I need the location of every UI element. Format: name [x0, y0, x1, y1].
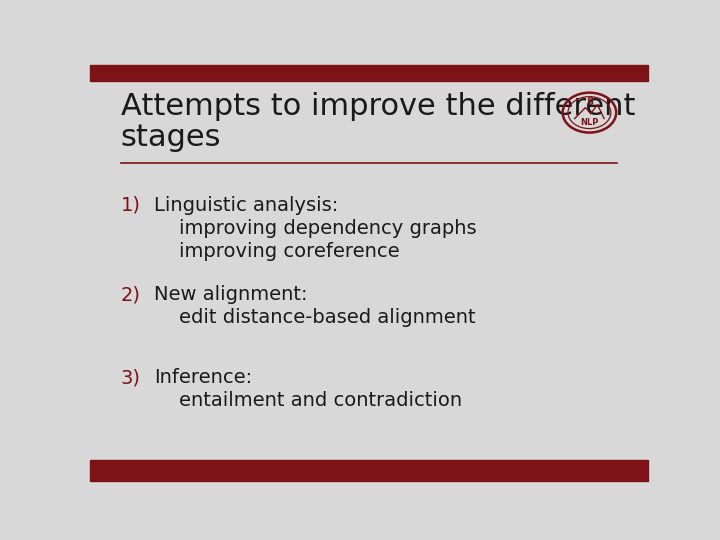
Text: improving dependency graphs: improving dependency graphs: [179, 219, 477, 238]
Text: S: S: [586, 97, 593, 106]
Text: stages: stages: [121, 123, 221, 152]
Text: New alignment:: New alignment:: [154, 285, 307, 304]
Text: improving coreference: improving coreference: [179, 241, 400, 260]
Bar: [90, 460, 648, 481]
Text: Inference:: Inference:: [154, 368, 252, 387]
Text: entailment and contradiction: entailment and contradiction: [179, 391, 462, 410]
Text: 1): 1): [121, 196, 140, 215]
Text: 3): 3): [121, 368, 140, 387]
Text: 2): 2): [121, 285, 140, 304]
Text: edit distance-based alignment: edit distance-based alignment: [179, 308, 476, 327]
Text: Linguistic analysis:: Linguistic analysis:: [154, 196, 338, 215]
Text: Attempts to improve the different: Attempts to improve the different: [121, 92, 635, 121]
Bar: [90, 65, 648, 82]
Text: NLP: NLP: [580, 118, 598, 127]
